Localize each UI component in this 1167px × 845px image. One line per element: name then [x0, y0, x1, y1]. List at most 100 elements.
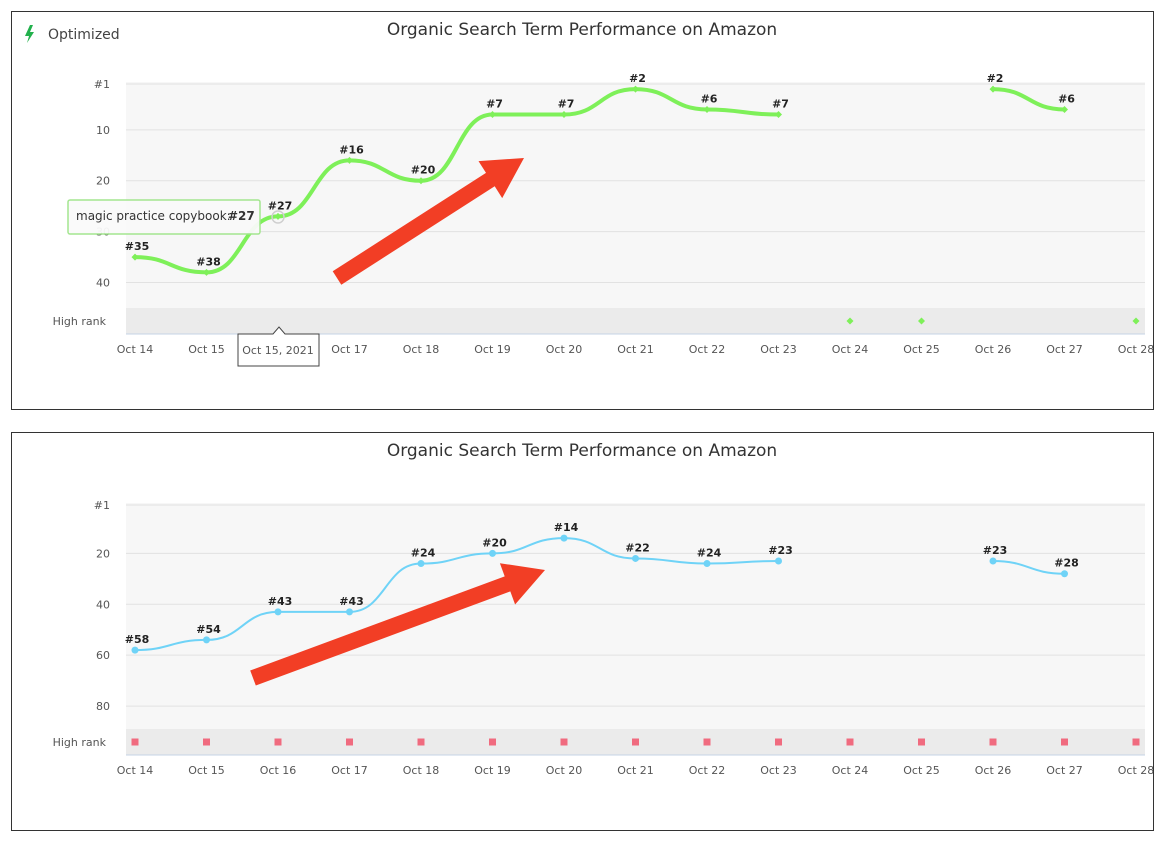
x-tick-label: Oct 17 — [331, 764, 368, 777]
x-tick-label: Oct 28 — [1118, 343, 1153, 356]
tooltip-value: #27 — [228, 209, 255, 223]
data-label: #43 — [339, 595, 364, 608]
x-tick-label: Oct 26 — [975, 764, 1012, 777]
date-label: Oct 15, 2021 — [237, 326, 320, 367]
rank-chart-bottom: Organic Search Term Performance on Amazo… — [53, 441, 1153, 777]
data-label: #28 — [1054, 557, 1079, 570]
y-tick-label: 10 — [96, 124, 110, 137]
data-point — [203, 268, 210, 276]
data-point — [1061, 570, 1068, 578]
data-point — [131, 646, 139, 654]
high-rank-marker — [417, 738, 425, 746]
plot-area — [126, 82, 1145, 308]
data-label: #38 — [196, 255, 221, 268]
data-point — [346, 608, 353, 616]
high-rank-marker — [131, 738, 139, 746]
high-rank-marker — [346, 738, 353, 746]
high-rank-label: High rank — [53, 736, 107, 749]
chart-title: Organic Search Term Performance on Amazo… — [387, 441, 777, 461]
optimized-badge: Optimized — [25, 25, 120, 43]
high-rank-marker — [775, 738, 782, 746]
x-tick-label: Oct 18 — [403, 764, 440, 777]
y-tick-label: 40 — [96, 598, 110, 611]
optimized-label: Optimized — [48, 27, 120, 43]
x-tick-label: Oct 19 — [474, 343, 511, 356]
y-tick-label: 20 — [96, 175, 110, 188]
high-rank-marker — [560, 738, 568, 746]
data-label: #24 — [697, 547, 722, 560]
x-tick-label: Oct 22 — [689, 343, 726, 356]
chart-title: Organic Search Term Performance on Amazo… — [387, 20, 777, 40]
x-tick-label: Oct 23 — [760, 764, 797, 777]
data-label: #58 — [125, 633, 150, 646]
y-tick-label: 80 — [96, 700, 110, 713]
data-label: #43 — [268, 595, 293, 608]
high-rank-marker — [989, 738, 997, 746]
data-label: #22 — [625, 541, 650, 554]
high-rank-marker — [703, 738, 711, 746]
y-tick-label: #1 — [94, 78, 110, 91]
lightning-bolt-icon — [25, 25, 34, 43]
data-label: #27 — [268, 199, 293, 212]
high-rank-marker — [846, 317, 854, 325]
rank-chart-top: Organic Search Term Performance on Amazo… — [25, 20, 1153, 367]
data-point — [632, 85, 639, 93]
data-point — [274, 212, 282, 220]
x-tick-label: Oct 27 — [1046, 343, 1083, 356]
data-point — [989, 557, 997, 565]
data-point — [560, 111, 568, 119]
x-tick-label: Oct 20 — [546, 764, 583, 777]
data-point — [1061, 105, 1068, 113]
data-point — [346, 156, 353, 164]
x-tick-label: Oct 20 — [546, 343, 583, 356]
data-label: #23 — [983, 544, 1008, 557]
date-label-box — [237, 326, 320, 367]
data-label: #2 — [987, 72, 1004, 85]
data-point — [989, 85, 997, 93]
data-point — [489, 111, 496, 119]
x-tick-label: Oct 16 — [260, 764, 297, 777]
data-point — [775, 111, 782, 119]
x-tick-label: Oct 24 — [832, 764, 869, 777]
data-point — [489, 549, 496, 557]
tooltip: magic practice copybook:#27 — [67, 199, 261, 235]
high-rank-marker — [489, 738, 496, 746]
x-tick-label: Oct 17 — [331, 343, 368, 356]
x-tick-label: Oct 23 — [760, 343, 797, 356]
high-rank-label: High rank — [53, 315, 107, 328]
data-label: #24 — [411, 547, 436, 560]
series-line — [992, 560, 1066, 575]
x-tick-label: Oct 27 — [1046, 764, 1083, 777]
x-tick-label: Oct 18 — [403, 343, 440, 356]
red-arrow-annotation — [250, 563, 545, 686]
chart-panel-bottom: Organic Search Term Performance on Amazo… — [11, 432, 1154, 831]
high-rank-marker — [274, 738, 282, 746]
data-point — [703, 105, 711, 113]
data-label: #20 — [482, 536, 507, 549]
x-tick-label: Oct 26 — [975, 343, 1012, 356]
x-tick-label: Oct 28 — [1118, 764, 1153, 777]
data-point — [417, 177, 425, 185]
x-tick-label: Oct 21 — [617, 764, 654, 777]
data-label: #6 — [1058, 92, 1075, 105]
chart-panel-top: Organic Search Term Performance on Amazo… — [11, 11, 1154, 410]
data-point — [775, 557, 782, 565]
x-tick-label: Oct 15 — [188, 343, 225, 356]
x-tick-label: Oct 21 — [617, 343, 654, 356]
data-label: #14 — [554, 521, 579, 534]
date-label-text: Oct 15, 2021 — [242, 344, 314, 357]
data-label: #2 — [629, 72, 646, 85]
y-tick-label: 40 — [96, 277, 110, 290]
y-tick-label: 60 — [96, 649, 110, 662]
data-label: #54 — [196, 623, 221, 636]
high-rank-marker — [918, 317, 925, 325]
high-rank-marker — [846, 738, 854, 746]
x-tick-label: Oct 14 — [117, 764, 154, 777]
data-label: #23 — [768, 544, 793, 557]
tooltip-box — [67, 199, 261, 235]
x-tick-label: Oct 15 — [188, 764, 225, 777]
data-point — [203, 636, 210, 644]
data-label: #6 — [701, 92, 718, 105]
high-rank-marker — [1061, 738, 1068, 746]
x-tick-label: Oct 19 — [474, 764, 511, 777]
